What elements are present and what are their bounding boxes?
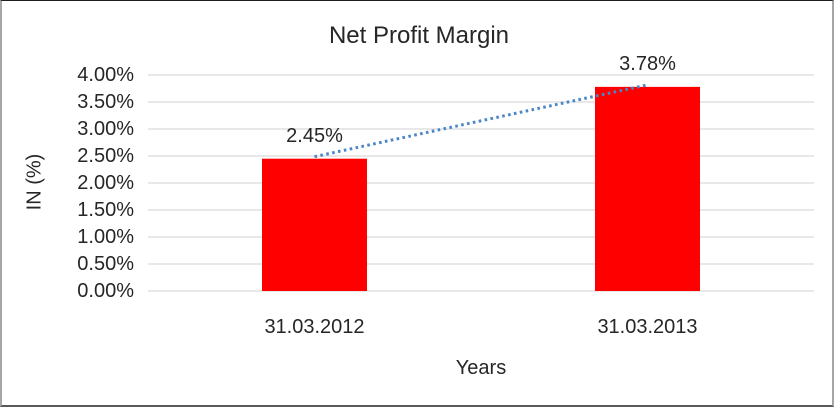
chart-title: Net Profit Margin	[328, 22, 510, 49]
y-tick-label: 1.00%	[77, 226, 134, 248]
y-tick-label: 0.00%	[77, 280, 134, 302]
x-category-label: 31.03.2012	[264, 316, 365, 338]
bar-31.03.2012	[262, 158, 367, 291]
x-category-label: 31.03.2013	[597, 316, 698, 338]
y-tick-label: 2.00%	[77, 172, 134, 194]
data-label: 3.78%	[619, 52, 676, 75]
y-tick-label: 2.50%	[77, 145, 134, 167]
data-label: 2.45%	[286, 124, 343, 147]
y-tick-label: 3.50%	[77, 91, 134, 113]
x-axis-title: Years	[455, 357, 507, 379]
y-tick-label: 0.50%	[77, 253, 134, 275]
bar-31.03.2013	[595, 86, 700, 291]
trendline	[314, 83, 648, 159]
y-tick-label: 4.00%	[77, 64, 134, 86]
y-tick-label: 3.00%	[77, 118, 134, 140]
y-tick-label: 1.50%	[77, 199, 134, 221]
